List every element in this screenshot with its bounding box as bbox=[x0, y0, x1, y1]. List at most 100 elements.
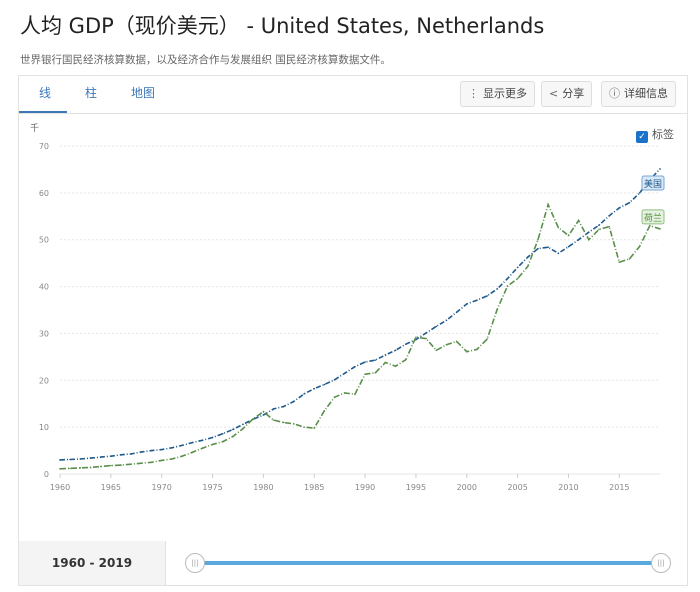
details-button[interactable]: ⓘ 详细信息 bbox=[601, 81, 676, 107]
x-tick-label: 2005 bbox=[507, 483, 527, 492]
data-point bbox=[130, 463, 132, 465]
data-point bbox=[110, 464, 112, 467]
data-point bbox=[537, 238, 539, 241]
x-tick-label: 1990 bbox=[355, 483, 375, 492]
data-point bbox=[140, 462, 143, 465]
slider-end-handle[interactable]: ||| bbox=[651, 553, 671, 573]
slider-start-handle[interactable]: ||| bbox=[185, 553, 205, 573]
show-more-button[interactable]: ⋮ 显示更多 bbox=[460, 81, 535, 107]
data-point bbox=[638, 245, 641, 248]
data-point bbox=[160, 448, 163, 451]
share-label: 分享 bbox=[562, 87, 585, 100]
labels-toggle[interactable]: ✓ 标签 bbox=[636, 126, 674, 143]
data-point bbox=[343, 372, 346, 375]
share-button[interactable]: < 分享 bbox=[541, 81, 593, 107]
data-point bbox=[191, 441, 194, 444]
data-point bbox=[404, 343, 407, 346]
data-point bbox=[343, 392, 346, 394]
data-point bbox=[486, 338, 488, 340]
chart-tabs: 线 柱 地图 ⋮ 显示更多 < 分享 ⓘ 详细信息 bbox=[19, 76, 687, 114]
share-icon: < bbox=[549, 87, 559, 100]
data-point bbox=[537, 247, 539, 250]
data-point bbox=[110, 455, 112, 457]
data-point bbox=[130, 453, 132, 455]
x-tick-label: 1975 bbox=[202, 483, 222, 492]
data-point bbox=[242, 427, 244, 430]
data-point bbox=[160, 459, 163, 462]
year-range-label: 1960 - 2019 bbox=[19, 541, 166, 585]
data-point bbox=[415, 336, 417, 338]
data-point bbox=[628, 258, 631, 260]
data-point bbox=[557, 252, 560, 255]
data-point bbox=[201, 439, 204, 442]
data-point bbox=[516, 266, 519, 269]
data-point bbox=[89, 457, 92, 459]
data-point bbox=[69, 458, 71, 461]
data-point bbox=[333, 396, 336, 398]
series-line-us bbox=[59, 168, 661, 461]
data-point bbox=[476, 299, 478, 301]
data-point bbox=[628, 201, 631, 204]
year-range-slider[interactable] bbox=[194, 561, 664, 565]
data-point bbox=[313, 427, 316, 429]
data-point bbox=[364, 361, 366, 363]
data-point bbox=[99, 456, 102, 458]
x-tick-label: 2010 bbox=[558, 483, 578, 492]
data-point bbox=[181, 444, 183, 447]
data-point bbox=[557, 226, 560, 229]
x-tick-label: 1965 bbox=[101, 483, 121, 492]
data-point bbox=[598, 228, 600, 231]
y-tick-label: 40 bbox=[39, 283, 49, 292]
y-tick-label: 50 bbox=[39, 236, 49, 245]
data-point bbox=[506, 277, 509, 280]
data-point bbox=[618, 261, 621, 264]
y-tick-label: 0 bbox=[44, 470, 49, 479]
data-point bbox=[384, 361, 387, 364]
data-point bbox=[526, 256, 529, 258]
data-point bbox=[588, 238, 590, 241]
more-dots-icon: ⋮ bbox=[468, 87, 479, 100]
data-point bbox=[567, 234, 570, 237]
data-point bbox=[394, 349, 397, 352]
data-point bbox=[201, 447, 204, 450]
data-point bbox=[577, 238, 580, 241]
data-point bbox=[79, 467, 82, 469]
y-tick-label: 60 bbox=[39, 189, 49, 198]
data-point bbox=[354, 393, 356, 396]
info-icon: ⓘ bbox=[609, 87, 620, 100]
data-point bbox=[445, 319, 448, 322]
tab-map[interactable]: 地图 bbox=[131, 86, 156, 100]
data-point bbox=[59, 468, 61, 470]
data-point bbox=[659, 168, 661, 170]
data-point bbox=[425, 332, 427, 334]
x-tick-label: 2015 bbox=[609, 483, 629, 492]
data-point bbox=[120, 453, 122, 456]
series-end-label-box bbox=[641, 209, 665, 225]
data-point bbox=[181, 455, 183, 457]
data-point bbox=[618, 207, 621, 209]
data-point bbox=[221, 440, 224, 443]
tab-line[interactable]: 线 bbox=[39, 86, 52, 100]
data-point bbox=[649, 224, 651, 227]
data-point bbox=[150, 449, 153, 452]
data-point bbox=[293, 400, 295, 403]
data-point bbox=[465, 303, 468, 305]
data-point bbox=[282, 421, 285, 424]
series-end-label: 荷兰 bbox=[644, 212, 662, 224]
data-point bbox=[364, 373, 366, 375]
data-point bbox=[232, 435, 234, 438]
details-label: 详细信息 bbox=[624, 87, 668, 100]
data-point bbox=[608, 215, 610, 217]
data-point bbox=[465, 350, 468, 353]
data-point bbox=[445, 343, 448, 346]
data-point bbox=[323, 409, 326, 412]
range-footer: 1960 - 2019 ||| ||| bbox=[18, 541, 688, 586]
tab-bar[interactable]: 柱 bbox=[85, 86, 98, 100]
data-point bbox=[567, 245, 570, 248]
data-point bbox=[374, 371, 377, 374]
data-point bbox=[516, 277, 519, 280]
data-point bbox=[404, 358, 407, 361]
data-point bbox=[547, 246, 549, 249]
checkbox-checked-icon[interactable]: ✓ bbox=[636, 131, 648, 143]
data-point bbox=[506, 285, 509, 287]
